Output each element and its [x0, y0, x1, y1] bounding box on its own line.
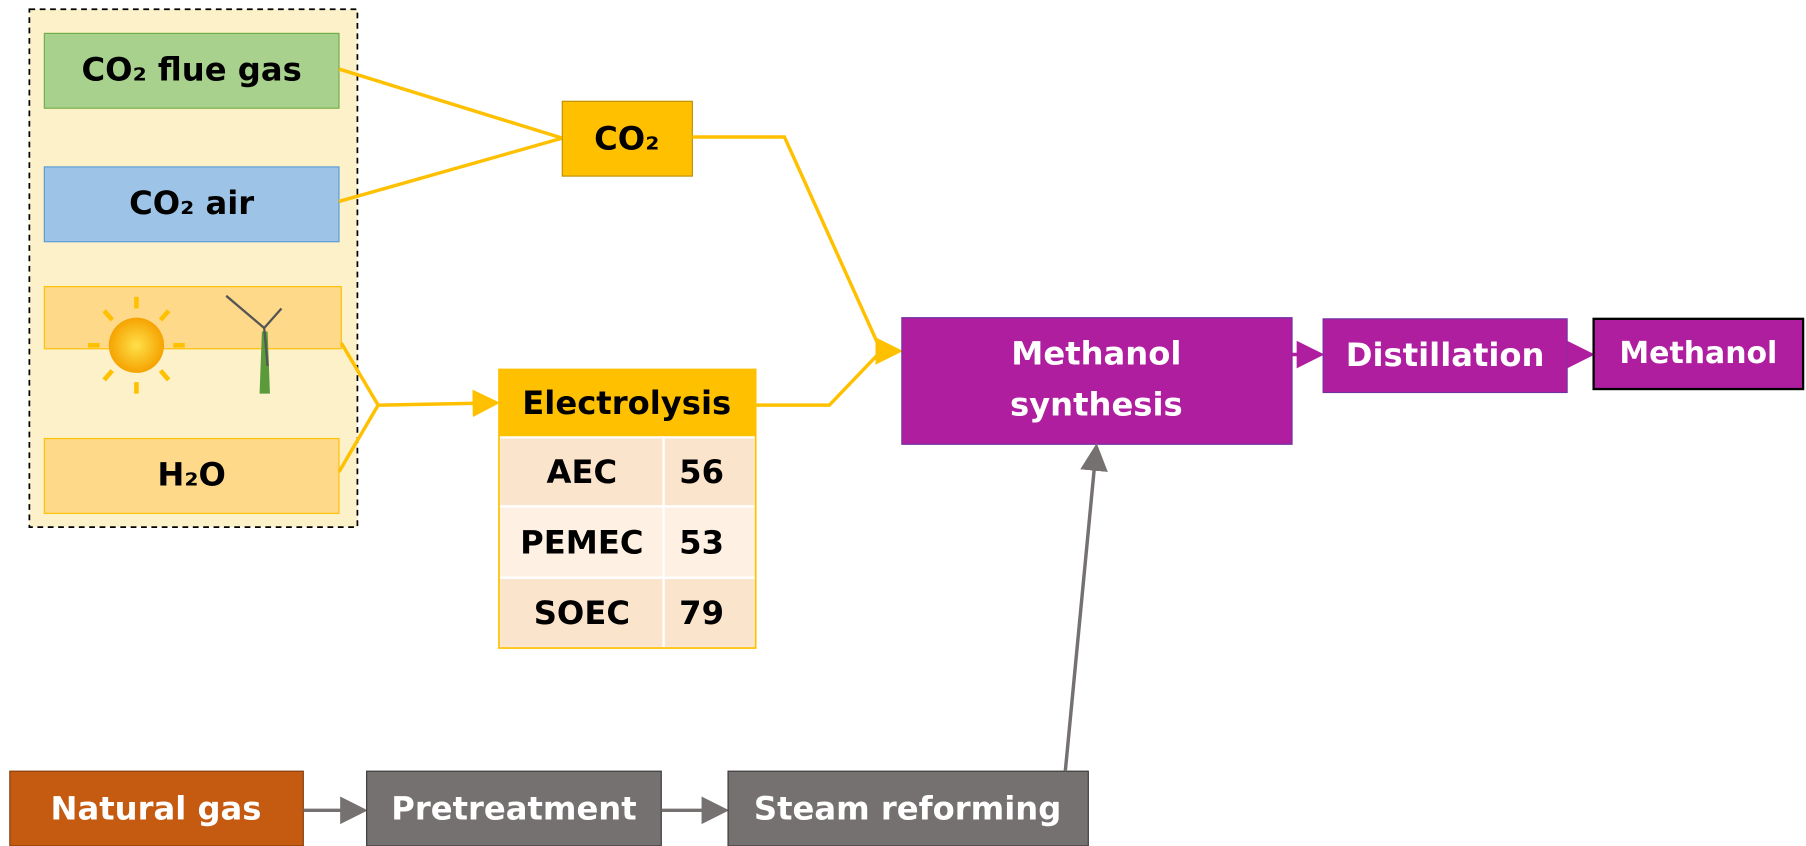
- co2-label: CO₂: [594, 119, 659, 157]
- diagram: CO₂ flue gas CO₂ air H₂O CO₂ Electrolysi…: [0, 0, 1806, 846]
- technology-value: 56: [679, 453, 724, 491]
- electrolysis-arrow: [756, 351, 881, 405]
- natural-gas-label: Natural gas: [51, 789, 262, 827]
- arrow: [1065, 447, 1096, 772]
- distillation-label: Distillation: [1346, 336, 1545, 374]
- pretreatment-label: Pretreatment: [391, 789, 636, 827]
- renewables-box: [44, 287, 341, 349]
- electrolysis-title: Electrolysis: [522, 384, 731, 422]
- technology-label: SOEC: [534, 594, 630, 632]
- technology-value: 53: [679, 523, 724, 561]
- methanol-label: Methanol: [1619, 336, 1777, 371]
- synthesis-label: synthesis: [1010, 385, 1183, 423]
- reforming-label: Steam reforming: [754, 789, 1061, 827]
- technology-label: PEMEC: [520, 523, 643, 561]
- synthesis-label: Methanol: [1011, 335, 1181, 373]
- water-label: H₂O: [157, 456, 225, 494]
- air-label: CO₂ air: [129, 184, 254, 222]
- power-arrow: [339, 343, 497, 472]
- technology-label: AEC: [547, 453, 618, 491]
- flue-gas-label: CO₂ flue gas: [82, 50, 302, 88]
- technology-value: 79: [679, 594, 724, 632]
- co2-arrow: [692, 137, 899, 351]
- co2-connector: [339, 69, 562, 201]
